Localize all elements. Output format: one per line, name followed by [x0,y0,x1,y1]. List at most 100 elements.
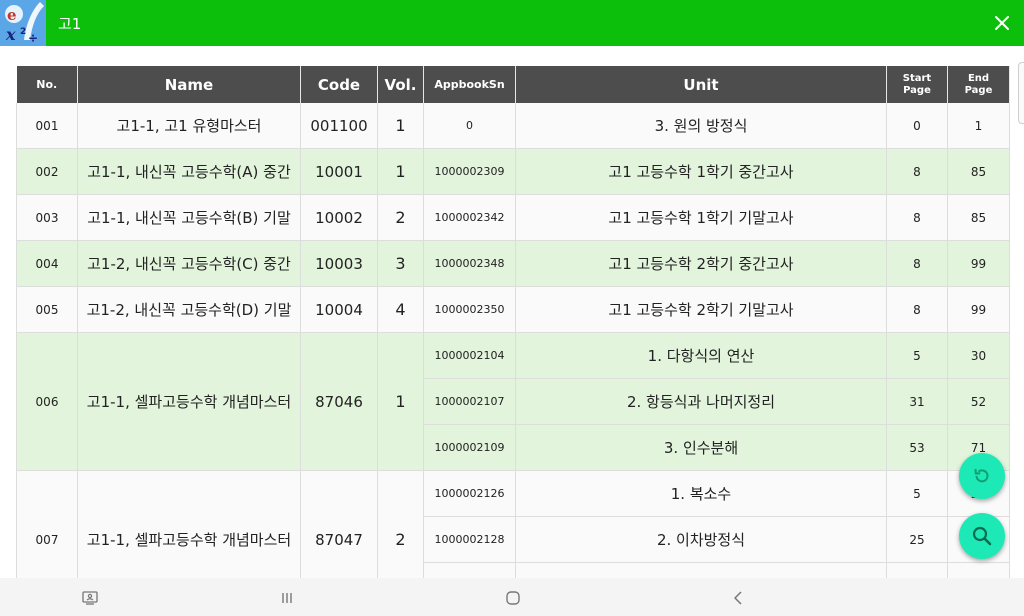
close-icon[interactable] [988,9,1016,37]
cell-start-page: 0 [886,103,948,149]
system-nav-bar [0,578,1024,616]
table-row[interactable] [17,562,1010,578]
cell-unit: 3. 원의 방정식 [515,103,887,149]
cell-unit: 고1 고등수학 2학기 중간고사 [515,240,887,287]
cell-unit: 2. 항등식과 나머지정리 [515,378,887,425]
cell-code: 10003 [300,240,378,287]
table-row[interactable]: 006 고1-1, 셀파고등수학 개념마스터 87046 1 1000002104 1. … [16,332,1010,471]
svg-text:e: e [7,6,17,24]
cell-no: 006 [16,332,78,471]
cell-vol: 2 [377,470,424,578]
cell-appbooksn: 0 [423,103,516,149]
cell-code: 10004 [300,286,378,333]
cell-vol: 3 [377,240,424,287]
cell-unit: 1. 복소수 [515,470,887,517]
cell-unit [515,562,887,578]
cell-name: 고1-1, 내신꼭 고등수학(A) 중간 [77,148,301,195]
cell-start-page: 25 [886,516,948,563]
refresh-icon [974,468,989,483]
cell-start-page: 5 [886,332,948,379]
svg-text:÷: ÷ [28,31,38,45]
cell-code: 87046 [300,332,378,471]
cell-end-page: 99 [947,240,1010,287]
cell-end-page [947,562,1010,578]
search-icon [972,526,992,546]
header-start-page: Start Page [886,66,948,103]
table-row[interactable]: 007 고1-1, 셀파고등수학 개념마스터 87047 2 1000002126 1. … [16,470,1010,578]
cell-start-page: 8 [886,286,948,333]
table-row[interactable]: 003 고1-1, 내신꼭 고등수학(B) 기말 10002 2 1000002342 고… [16,194,1010,241]
cell-start-page: 53 [886,424,948,471]
cell-vol: 4 [377,286,424,333]
cell-appbooksn: 1000002128 [423,516,516,563]
cell-appbooksn: 1000002348 [423,240,516,287]
cell-appbooksn: 1000002309 [423,148,516,195]
cell-name: 고1-1, 셀파고등수학 개념마스터 [77,332,301,471]
header-end-page: End Page [947,66,1010,103]
cell-no: 004 [16,240,78,287]
cell-unit: 1. 다항식의 연산 [515,332,887,379]
cell-end-page: 85 [947,194,1010,241]
cell-no: 001 [16,103,78,149]
cell-start-page: 8 [886,194,948,241]
table-row[interactable]: 1000002107 2. 항등식과 나머지정리 31 52 [17,378,1010,425]
cell-end-page: 1 [947,103,1010,149]
table-row[interactable]: 001 고1-1, 고1 유형마스터 001100 1 0 3. 원의 방정식 0 1 [16,103,1010,149]
cell-unit: 3. 인수분해 [515,424,887,471]
cell-name: 고1-2, 내신꼭 고등수학(D) 기말 [77,286,301,333]
cell-vol: 1 [377,103,424,149]
home-icon[interactable] [503,588,523,608]
app-logo-icon: e x 2 ÷ [0,0,46,46]
cell-code: 001100 [300,103,378,149]
results-table: No. Name Code Vol. AppbookSn Unit Start P… [16,66,1010,578]
cell-start-page: 8 [886,148,948,195]
svg-text:x: x [5,25,16,44]
cell-unit: 고1 고등수학 1학기 중간고사 [515,148,887,195]
cell-appbooksn: 1000002107 [423,378,516,425]
cell-name: 고1-1, 고1 유형마스터 [77,103,301,149]
cell-name: 고1-1, 내신꼭 고등수학(B) 기말 [77,194,301,241]
cell-end-page: 52 [947,378,1010,425]
cell-no: 002 [16,148,78,195]
table-row[interactable]: 004 고1-2, 내신꼭 고등수학(C) 중간 10003 3 1000002348 고… [16,240,1010,287]
cell-appbooksn: 1000002104 [423,332,516,379]
cell-appbooksn [423,562,516,578]
table-row[interactable]: 1000002128 2. 이차방정식 25 [17,516,1010,563]
cell-vol: 1 [377,148,424,195]
recents-icon[interactable] [277,588,297,608]
cell-code: 87047 [300,470,378,578]
cell-end-page: 30 [947,332,1010,379]
cell-unit: 2. 이차방정식 [515,516,887,563]
header-appbooksn: AppbookSn [423,66,516,103]
search-input[interactable] [58,10,938,36]
cell-start-page [886,562,948,578]
table-row[interactable]: 005 고1-2, 내신꼭 고등수학(D) 기말 10004 4 1000002350 고… [16,286,1010,333]
header-name: Name [77,66,301,103]
back-icon[interactable] [728,588,748,608]
header-code: Code [300,66,378,103]
cell-no: 007 [16,470,78,578]
screenshot-icon[interactable] [80,588,100,608]
cell-name: 고1-2, 내신꼭 고등수학(C) 중간 [77,240,301,287]
search-button[interactable] [959,513,1005,559]
table-row[interactable]: 002 고1-1, 내신꼭 고등수학(A) 중간 10001 1 1000002309 고… [16,148,1010,195]
cell-appbooksn: 1000002350 [423,286,516,333]
cell-name: 고1-1, 셀파고등수학 개념마스터 [77,470,301,578]
cell-appbooksn: 1000002126 [423,470,516,517]
top-bar: e x 2 ÷ [0,0,1024,46]
scroll-handle[interactable] [1018,62,1024,124]
header-row: No. Name Code Vol. AppbookSn Unit Start P… [16,66,1010,103]
cell-code: 10001 [300,148,378,195]
cell-start-page: 5 [886,470,948,517]
cell-code: 10002 [300,194,378,241]
header-unit: Unit [515,66,887,103]
cell-vol: 1 [377,332,424,471]
cell-unit: 고1 고등수학 1학기 기말고사 [515,194,887,241]
cell-end-page: 99 [947,286,1010,333]
cell-vol: 2 [377,194,424,241]
cell-end-page: 85 [947,148,1010,195]
cell-no: 003 [16,194,78,241]
refresh-button[interactable] [959,453,1005,499]
cell-unit: 고1 고등수학 2학기 기말고사 [515,286,887,333]
header-no: No. [16,66,78,103]
